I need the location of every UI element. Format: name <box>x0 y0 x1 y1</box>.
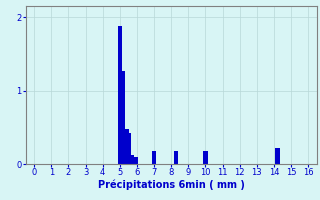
X-axis label: Précipitations 6min ( mm ): Précipitations 6min ( mm ) <box>98 180 244 190</box>
Bar <box>130 155 134 164</box>
Bar <box>152 151 156 164</box>
Bar <box>134 157 138 164</box>
Bar <box>124 129 129 164</box>
Bar <box>132 157 137 164</box>
Bar <box>275 148 280 164</box>
Bar <box>128 155 132 164</box>
Bar <box>174 151 179 164</box>
Bar <box>203 151 208 164</box>
Bar <box>121 71 125 164</box>
Bar <box>126 133 131 164</box>
Bar <box>118 26 122 164</box>
